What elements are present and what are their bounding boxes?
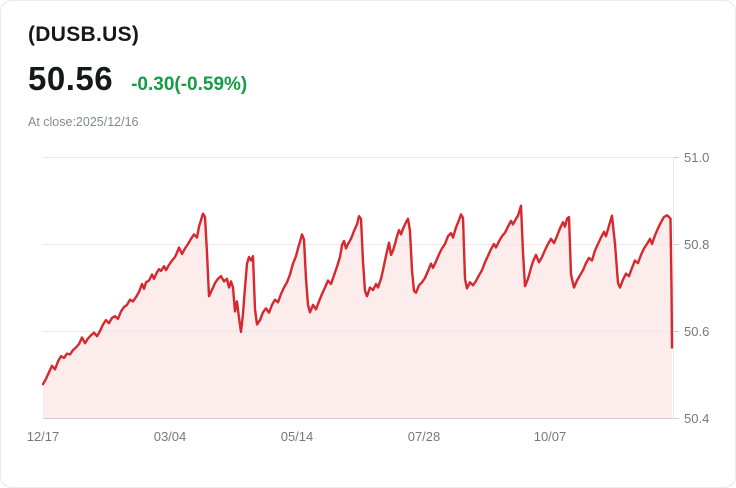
x-tick-label: 12/17 [27,429,60,444]
stock-header: (DUSB.US) 50.56 -0.30(-0.59%) At close:2… [1,1,735,129]
last-price: 50.56 [28,60,114,97]
price-area-fill [43,205,672,418]
x-tick-label: 03/04 [154,429,187,444]
stock-symbol: (DUSB.US) [28,23,140,46]
y-tick-label: 50.6 [684,324,709,339]
y-tick-label: 50.8 [684,237,709,252]
as-of-date: At close:2025/12/16 [28,115,139,129]
price-row: 50.56 -0.30(-0.59%) [28,60,735,98]
x-tick-label: 10/07 [534,429,567,444]
price-line [41,204,674,386]
x-tick-label: 05/14 [281,429,314,444]
price-change: -0.30(-0.59%) [131,74,248,95]
x-tick-label: 07/28 [408,429,441,444]
y-tick-label: 51.0 [684,150,709,165]
y-tick-label: 50.4 [684,411,709,426]
